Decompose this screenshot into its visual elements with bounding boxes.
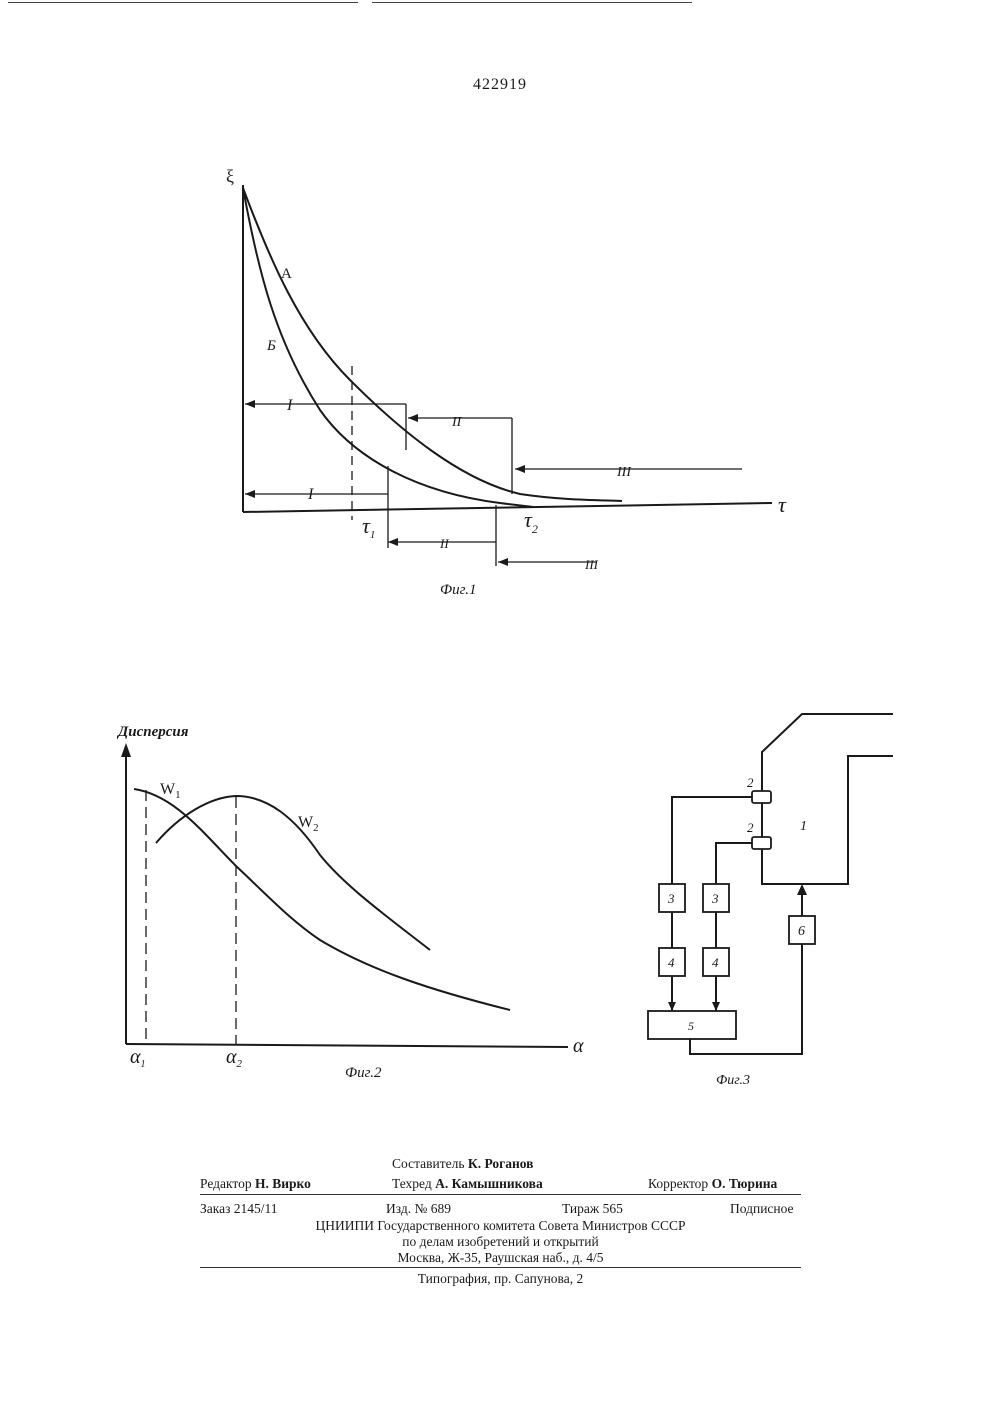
fig3-caption: Фиг.3 bbox=[716, 1073, 750, 1088]
fig3-arrowhead bbox=[712, 1002, 720, 1011]
imprint-rule-bottom bbox=[200, 1267, 801, 1268]
imprint-edition: Изд. № 689 bbox=[386, 1200, 451, 1217]
fig3-label-box-3a: 3 bbox=[667, 891, 675, 906]
imprint-compiler: Составитель К. Роганов bbox=[392, 1155, 533, 1172]
corrector-label: Корректор bbox=[648, 1176, 708, 1191]
fig3-arrowhead bbox=[668, 1002, 676, 1011]
fig3-label-sensor-top: 2 bbox=[747, 775, 754, 790]
editor-name: Н. Вирко bbox=[255, 1176, 311, 1191]
imprint-printer: Типография, пр. Сапунова, 2 bbox=[200, 1270, 801, 1287]
techred-name: А. Камышникова bbox=[435, 1176, 543, 1191]
fig3-label-box-5: 5 bbox=[688, 1019, 694, 1033]
fig3-arrowhead bbox=[797, 884, 807, 895]
fig3-label-sensor-bottom: 2 bbox=[747, 820, 754, 835]
fig3-wire-sensor-bottom bbox=[716, 843, 752, 884]
figure-3: 2 2 1 3 3 4 4 5 6 Фиг.3 bbox=[0, 0, 1000, 1100]
imprint-subscription: Подписное bbox=[730, 1200, 794, 1217]
imprint-print-run: Тираж 565 bbox=[562, 1200, 623, 1217]
fig3-label-box-3b: 3 bbox=[711, 891, 719, 906]
fig3-sensor-bottom bbox=[752, 837, 771, 849]
fig3-wire-sensor-top bbox=[672, 797, 752, 884]
imprint-rule-top bbox=[200, 1194, 801, 1195]
fig3-sensor-top bbox=[752, 791, 771, 803]
fig3-label-box-4a: 4 bbox=[668, 955, 675, 970]
imprint-editor: Редактор Н. Вирко bbox=[200, 1175, 311, 1192]
fig3-label-box-6: 6 bbox=[798, 924, 805, 939]
imprint-org-line-1: ЦНИИПИ Государственного комитета Совета … bbox=[200, 1217, 801, 1234]
compiler-name: К. Роганов bbox=[468, 1156, 534, 1171]
editor-label: Редактор bbox=[200, 1176, 252, 1191]
fig3-object-outline bbox=[762, 714, 893, 884]
techred-label: Техред bbox=[392, 1176, 432, 1191]
corrector-name: О. Тюрина bbox=[712, 1176, 778, 1191]
fig3-label-object: 1 bbox=[800, 819, 807, 834]
fig3-label-box-4b: 4 bbox=[712, 955, 719, 970]
imprint-techred: Техред А. Камышникова bbox=[392, 1175, 543, 1192]
imprint-corrector: Корректор О. Тюрина bbox=[648, 1175, 777, 1192]
imprint-org-line-3: Москва, Ж-35, Раушская наб., д. 4/5 bbox=[200, 1249, 801, 1266]
imprint-order: Заказ 2145/11 bbox=[200, 1200, 278, 1217]
imprint-org-line-2: по делам изобретений и открытий bbox=[200, 1233, 801, 1250]
compiler-label: Составитель bbox=[392, 1156, 465, 1171]
